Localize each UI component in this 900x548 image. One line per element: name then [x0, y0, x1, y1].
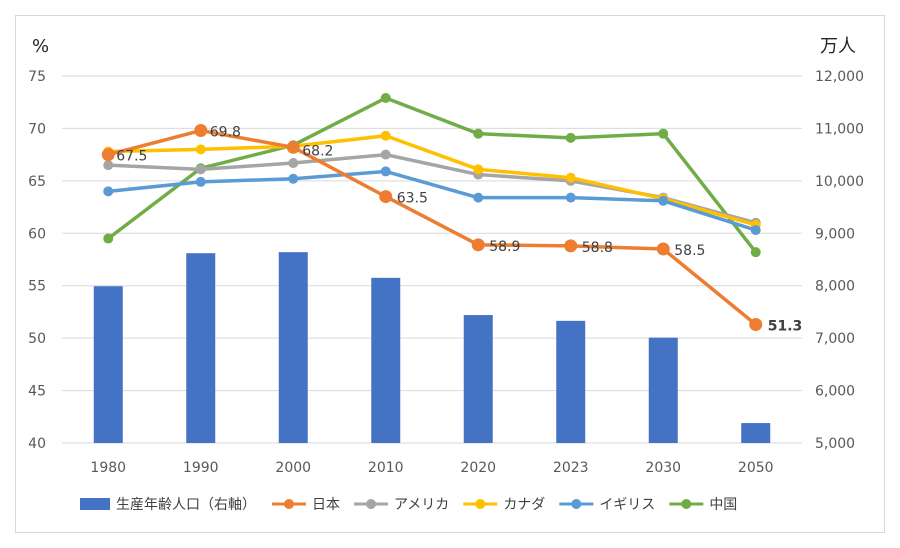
- x-axis-tick-label: 2020: [460, 460, 496, 476]
- left-axis-tick-label: 50: [28, 331, 46, 347]
- right-axis-tick-label: 5,000: [815, 436, 855, 452]
- legend-label-0: 日本: [312, 497, 340, 513]
- series-point-3: [380, 166, 391, 177]
- bar-series: [93, 252, 771, 443]
- left-axis-tick-label: 55: [28, 279, 46, 295]
- x-axis-tick-label: 2010: [368, 460, 404, 476]
- right-axis-tick-label: 7,000: [815, 331, 855, 347]
- series-point-4: [103, 233, 114, 244]
- data-labels: 67.5 69.8 68.2 63.5 58.9 58.8 58.5 51.3: [116, 125, 802, 335]
- right-axis-tick-label: 9,000: [815, 226, 855, 242]
- data-label-japan: 58.5: [674, 243, 705, 259]
- bar-working-age-population: [648, 337, 678, 443]
- series-point-0: [101, 148, 115, 162]
- bar-working-age-population: [278, 252, 308, 443]
- legend-label-bar: 生産年齢人口（右軸）: [116, 497, 256, 513]
- legend-swatch-bar: [80, 498, 110, 510]
- left-axis-tick-label: 40: [28, 436, 46, 452]
- legend-label-4: 中国: [709, 497, 737, 513]
- series-line-4: [106, 96, 758, 254]
- left-axis-tick-label: 65: [28, 174, 46, 190]
- right-axis-tick-label: 10,000: [815, 174, 864, 190]
- series-point-3: [750, 225, 761, 236]
- series-point-3: [103, 186, 114, 197]
- right-axis-tick-label: 6,000: [815, 384, 855, 400]
- x-axis-tick-label: 1990: [183, 460, 219, 476]
- series-point-0: [749, 318, 763, 332]
- legend-swatch-marker-4: [681, 499, 692, 509]
- series-point-2: [195, 144, 206, 155]
- series-point-3: [565, 192, 576, 203]
- data-label-japan: 63.5: [397, 191, 428, 207]
- chart-frame: [15, 15, 885, 533]
- left-axis-tick-label: 45: [28, 384, 46, 400]
- legend-label-1: アメリカ: [394, 497, 449, 513]
- data-label-japan: 69.8: [210, 125, 241, 141]
- x-axis-tick-label: 2030: [645, 460, 681, 476]
- series-point-0: [194, 124, 208, 138]
- series-point-4: [565, 132, 576, 143]
- gridlines: [62, 75, 802, 444]
- series-point-1: [288, 158, 299, 169]
- legend-swatch-marker-3: [571, 499, 582, 509]
- bar-working-age-population: [741, 423, 771, 443]
- series-point-1: [380, 149, 391, 160]
- x-axis-tick-label: 2050: [738, 460, 774, 476]
- x-axis-tick-label: 1980: [90, 460, 126, 476]
- series-point-4: [380, 93, 391, 104]
- left-axis-tick-label: 75: [28, 69, 46, 85]
- data-label-japan: 58.9: [489, 239, 520, 255]
- series-point-1: [195, 164, 206, 175]
- series-point-4: [473, 128, 484, 139]
- series-point-0: [471, 238, 485, 252]
- right-axis-unit: 万人: [820, 36, 856, 57]
- series-point-4: [658, 128, 669, 139]
- data-label-japan: 58.8: [582, 240, 613, 256]
- bar-working-age-population: [186, 253, 216, 443]
- series-point-2: [380, 130, 391, 141]
- series-point-2: [473, 164, 484, 175]
- legend-label-2: カナダ: [503, 497, 545, 513]
- series-point-0: [379, 190, 393, 204]
- data-label-japan: 51.3: [768, 319, 803, 335]
- legend-swatch-marker-2: [475, 499, 486, 509]
- legend: 生産年齢人口（右軸） 日本 アメリカ カナダ イギリス 中国: [80, 497, 737, 513]
- left-axis-tick-label: 70: [28, 121, 46, 137]
- bar-working-age-population: [556, 320, 586, 443]
- axes: % 万人 40 45 50 55 60 65 70 75 5,000 6,000 7,000 8,00…: [28, 36, 864, 476]
- right-axis-tick-label: 12,000: [815, 69, 864, 85]
- series-point-3: [658, 195, 669, 206]
- series-point-0: [286, 140, 300, 154]
- left-axis-tick-label: 60: [28, 226, 46, 242]
- legend-label-3: イギリス: [599, 497, 655, 513]
- line-series: [101, 93, 763, 332]
- series-line-2: [106, 134, 758, 227]
- series-point-0: [656, 242, 670, 256]
- right-axis-tick-label: 11,000: [815, 121, 864, 137]
- x-axis-tick-label: 2023: [553, 460, 589, 476]
- bar-working-age-population: [371, 277, 401, 443]
- series-point-0: [564, 239, 578, 253]
- bar-working-age-population: [93, 286, 123, 443]
- legend-swatch-marker-1: [366, 499, 376, 509]
- series-point-4: [750, 247, 761, 258]
- data-label-japan: 67.5: [116, 149, 147, 165]
- series-point-1: [103, 160, 114, 171]
- right-axis-tick-label: 8,000: [815, 279, 855, 295]
- series-point-3: [473, 192, 484, 203]
- series-point-3: [288, 173, 299, 184]
- x-axis-tick-label: 2000: [275, 460, 311, 476]
- data-label-japan: 68.2: [302, 143, 333, 159]
- series-point-2: [565, 172, 576, 183]
- legend-swatch-marker-0: [284, 499, 294, 509]
- series-point-3: [195, 176, 206, 187]
- series-line-0: [106, 128, 758, 327]
- series-line-1: [106, 152, 758, 225]
- left-axis-unit: %: [32, 36, 49, 57]
- bar-working-age-population: [463, 315, 493, 443]
- series-line-3: [106, 169, 758, 232]
